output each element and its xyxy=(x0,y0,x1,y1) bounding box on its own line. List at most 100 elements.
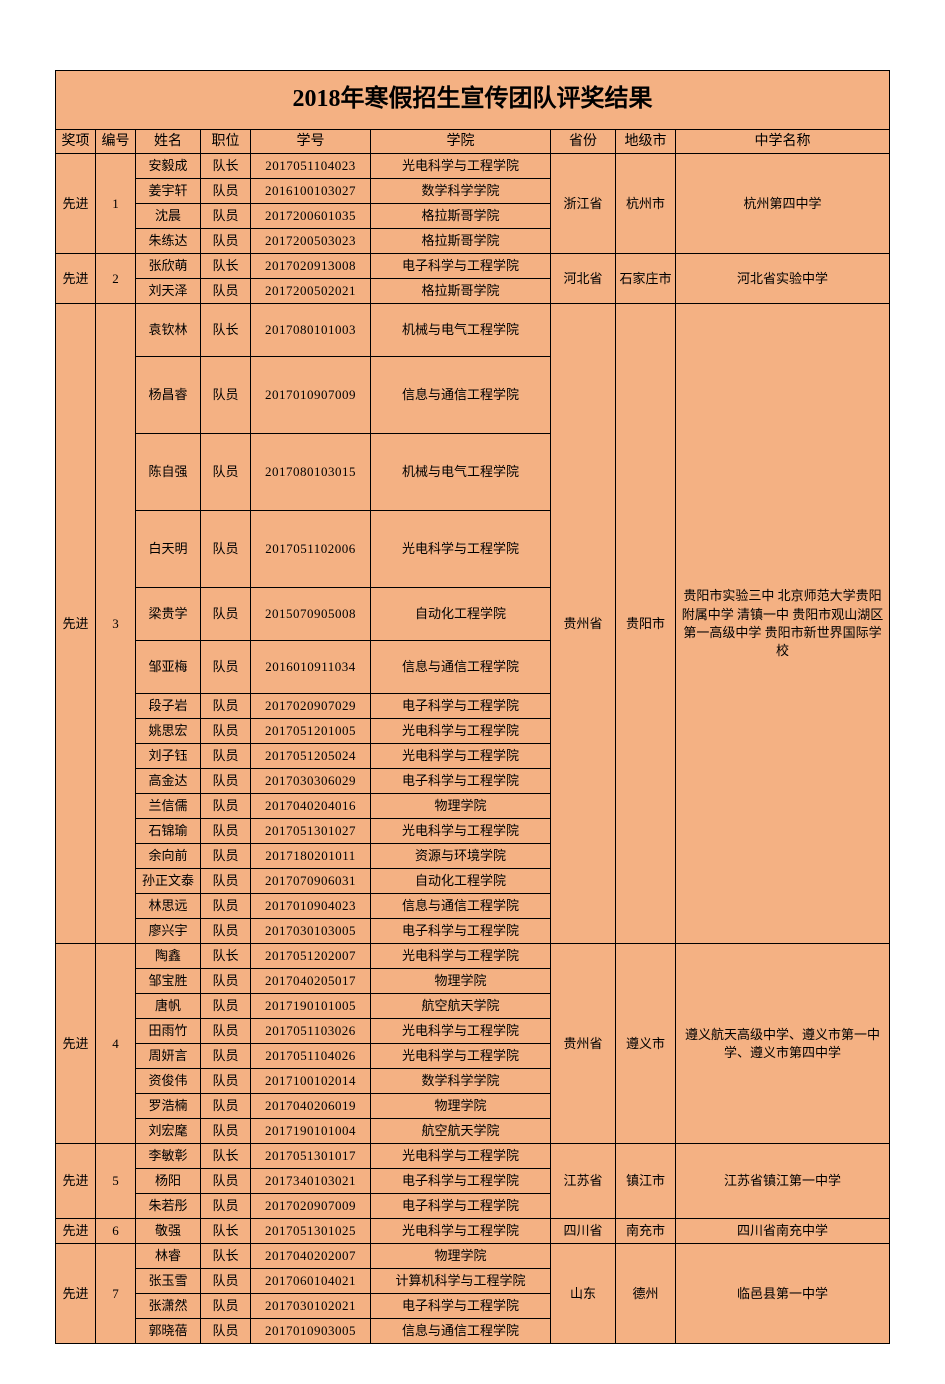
role-cell: 队长 xyxy=(201,944,251,969)
school-cell: 贵阳市实验三中 北京师范大学贵阳附属中学 清镇一中 贵阳市观山湖区第一高级中学 … xyxy=(676,304,890,944)
header-name: 姓名 xyxy=(136,129,201,154)
role-cell: 队员 xyxy=(201,869,251,894)
school-cell: 杭州第四中学 xyxy=(676,154,890,254)
sid-cell: 2017040205017 xyxy=(251,969,371,994)
role-cell: 队员 xyxy=(201,434,251,511)
role-cell: 队员 xyxy=(201,994,251,1019)
name-cell: 安毅成 xyxy=(136,154,201,179)
school-cell: 江苏省镇江第一中学 xyxy=(676,1144,890,1219)
name-cell: 杨昌睿 xyxy=(136,357,201,434)
sid-cell: 2017190101004 xyxy=(251,1119,371,1144)
name-cell: 段子岩 xyxy=(136,694,201,719)
role-cell: 队长 xyxy=(201,1219,251,1244)
college-cell: 数学科学学院 xyxy=(371,179,551,204)
sid-cell: 2017020907029 xyxy=(251,694,371,719)
college-cell: 电子科学与工程学院 xyxy=(371,919,551,944)
name-cell: 高金达 xyxy=(136,769,201,794)
role-cell: 队员 xyxy=(201,1294,251,1319)
prov-cell: 四川省 xyxy=(551,1219,616,1244)
header-school: 中学名称 xyxy=(676,129,890,154)
college-cell: 格拉斯哥学院 xyxy=(371,204,551,229)
name-cell: 刘宏麾 xyxy=(136,1119,201,1144)
city-cell: 杭州市 xyxy=(616,154,676,254)
name-cell: 白天明 xyxy=(136,511,201,588)
role-cell: 队员 xyxy=(201,1319,251,1344)
num-cell: 5 xyxy=(96,1144,136,1219)
college-cell: 格拉斯哥学院 xyxy=(371,279,551,304)
award-cell: 先进 xyxy=(56,154,96,254)
table-row: 先进7林睿队长2017040202007物理学院山东德州临邑县第一中学 xyxy=(56,1244,890,1269)
college-cell: 电子科学与工程学院 xyxy=(371,1169,551,1194)
college-cell: 电子科学与工程学院 xyxy=(371,1194,551,1219)
sid-cell: 2017180201011 xyxy=(251,844,371,869)
college-cell: 数学科学学院 xyxy=(371,1069,551,1094)
name-cell: 张玉雪 xyxy=(136,1269,201,1294)
num-cell: 1 xyxy=(96,154,136,254)
award-cell: 先进 xyxy=(56,254,96,304)
award-results-table: 2018年寒假招生宣传团队评奖结果奖项编号姓名职位学号学院省份地级市中学名称先进… xyxy=(55,70,890,1344)
name-cell: 梁贵学 xyxy=(136,588,201,641)
college-cell: 电子科学与工程学院 xyxy=(371,769,551,794)
name-cell: 林睿 xyxy=(136,1244,201,1269)
table-row: 先进3袁钦林队长2017080101003机械与电气工程学院贵州省贵阳市贵阳市实… xyxy=(56,304,890,357)
table-row: 先进2张欣萌队长2017020913008电子科学与工程学院河北省石家庄市河北省… xyxy=(56,254,890,279)
role-cell: 队员 xyxy=(201,894,251,919)
role-cell: 队员 xyxy=(201,769,251,794)
table-row: 先进5李敏彰队长2017051301017光电科学与工程学院江苏省镇江市江苏省镇… xyxy=(56,1144,890,1169)
role-cell: 队员 xyxy=(201,204,251,229)
college-cell: 信息与通信工程学院 xyxy=(371,894,551,919)
sid-cell: 2017010907009 xyxy=(251,357,371,434)
sid-cell: 2017080101003 xyxy=(251,304,371,357)
table-row: 先进1安毅成队长2017051104023光电科学与工程学院浙江省杭州市杭州第四… xyxy=(56,154,890,179)
school-cell: 河北省实验中学 xyxy=(676,254,890,304)
award-cell: 先进 xyxy=(56,1144,96,1219)
role-cell: 队长 xyxy=(201,1144,251,1169)
sid-cell: 2017040204016 xyxy=(251,794,371,819)
role-cell: 队员 xyxy=(201,694,251,719)
college-cell: 信息与通信工程学院 xyxy=(371,641,551,694)
name-cell: 李敏彰 xyxy=(136,1144,201,1169)
award-cell: 先进 xyxy=(56,304,96,944)
sid-cell: 2017051103026 xyxy=(251,1019,371,1044)
header-award: 奖项 xyxy=(56,129,96,154)
name-cell: 姚思宏 xyxy=(136,719,201,744)
school-cell: 遵义航天高级中学、遵义市第一中学、遵义市第四中学 xyxy=(676,944,890,1144)
sid-cell: 2017030103005 xyxy=(251,919,371,944)
sid-cell: 2017051301017 xyxy=(251,1144,371,1169)
sid-cell: 2016010911034 xyxy=(251,641,371,694)
name-cell: 杨阳 xyxy=(136,1169,201,1194)
college-cell: 光电科学与工程学院 xyxy=(371,944,551,969)
prov-cell: 贵州省 xyxy=(551,304,616,944)
sid-cell: 2017051205024 xyxy=(251,744,371,769)
college-cell: 信息与通信工程学院 xyxy=(371,357,551,434)
sid-cell: 2017020913008 xyxy=(251,254,371,279)
award-cell: 先进 xyxy=(56,944,96,1144)
city-cell: 镇江市 xyxy=(616,1144,676,1219)
role-cell: 队员 xyxy=(201,179,251,204)
college-cell: 物理学院 xyxy=(371,1244,551,1269)
role-cell: 队员 xyxy=(201,1119,251,1144)
header-prov: 省份 xyxy=(551,129,616,154)
sid-cell: 2017060104021 xyxy=(251,1269,371,1294)
prov-cell: 浙江省 xyxy=(551,154,616,254)
role-cell: 队员 xyxy=(201,511,251,588)
college-cell: 机械与电气工程学院 xyxy=(371,304,551,357)
name-cell: 石锦瑜 xyxy=(136,819,201,844)
college-cell: 物理学院 xyxy=(371,969,551,994)
name-cell: 张欣萌 xyxy=(136,254,201,279)
prov-cell: 江苏省 xyxy=(551,1144,616,1219)
sid-cell: 2017051104026 xyxy=(251,1044,371,1069)
sid-cell: 2017190101005 xyxy=(251,994,371,1019)
sid-cell: 2017200601035 xyxy=(251,204,371,229)
sid-cell: 2017030306029 xyxy=(251,769,371,794)
header-role: 职位 xyxy=(201,129,251,154)
name-cell: 林思远 xyxy=(136,894,201,919)
role-cell: 队员 xyxy=(201,819,251,844)
college-cell: 光电科学与工程学院 xyxy=(371,819,551,844)
name-cell: 孙正文泰 xyxy=(136,869,201,894)
sid-cell: 2017051102006 xyxy=(251,511,371,588)
college-cell: 光电科学与工程学院 xyxy=(371,719,551,744)
sid-cell: 2017030102021 xyxy=(251,1294,371,1319)
college-cell: 资源与环境学院 xyxy=(371,844,551,869)
role-cell: 队员 xyxy=(201,794,251,819)
